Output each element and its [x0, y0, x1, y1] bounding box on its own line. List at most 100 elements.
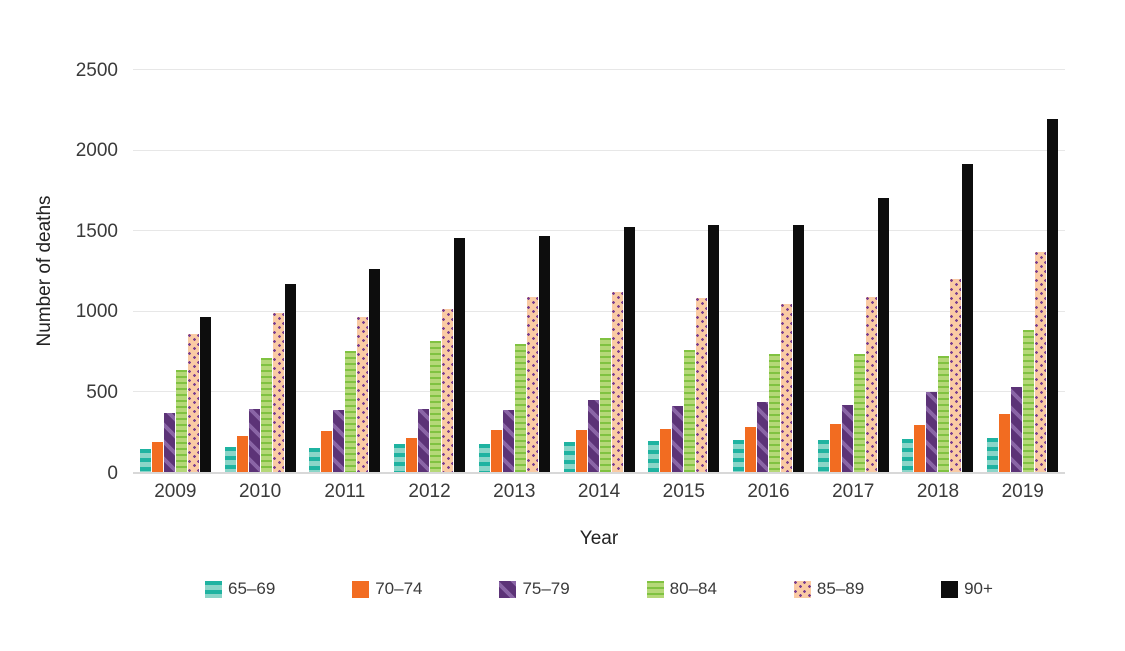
bar-80–84-2014 [599, 337, 611, 473]
bar-85–89-2018 [950, 278, 962, 473]
bar-65–69-2016 [733, 439, 744, 473]
legend-item-90+: 90+ [941, 579, 993, 599]
bar-85–89-2014 [611, 291, 623, 473]
bar-80–84-2010 [260, 357, 272, 473]
bar-65–69-2018 [902, 439, 914, 473]
year-group-2010 [218, 70, 303, 473]
bar-85–89-2011 [357, 316, 369, 473]
bar-80–84-2011 [345, 350, 357, 473]
bar-75–79-2014 [587, 400, 599, 473]
bar-85–89-2009 [187, 334, 199, 473]
bar-75–79-2010 [248, 408, 260, 473]
bar-90+-2016 [793, 224, 804, 473]
bar-80–84-2016 [769, 353, 780, 473]
bar-80–84-2018 [938, 356, 950, 473]
x-tick-label-2011: 2011 [324, 481, 366, 502]
year-group-2009 [133, 70, 218, 473]
bar-65–69-2010 [224, 447, 236, 473]
bar-90+-2011 [369, 269, 381, 473]
bar-90+-2018 [962, 163, 974, 473]
bar-80–84-2013 [514, 344, 526, 473]
year-group-2015 [641, 70, 726, 473]
bar-groups [133, 70, 1065, 473]
bar-70–74-2018 [914, 425, 926, 473]
bar-65–69-2015 [648, 440, 660, 473]
bar-90+-2009 [199, 317, 211, 473]
year-group-2018 [896, 70, 981, 473]
legend-item-70–74: 70–74 [352, 579, 423, 599]
y-tick-label-1000: 1000 [75, 301, 118, 323]
gridline-2000 [133, 149, 1065, 151]
legend-item-65–69: 65–69 [205, 579, 275, 599]
bar-85–89-2012 [442, 309, 454, 473]
y-tick-label-0: 0 [107, 462, 118, 484]
bar-80–84-2017 [853, 353, 865, 473]
legend-swatch-peach-purple-dots [793, 580, 811, 598]
x-tick-label-2014: 2014 [577, 481, 621, 502]
year-group-2012 [387, 70, 472, 473]
legend-swatch-purple-diagonal-stripes [499, 580, 517, 598]
bar-85–89-2016 [781, 303, 792, 473]
y-tick-label-1500: 1500 [75, 220, 118, 242]
bar-75–79-2018 [926, 392, 938, 473]
bar-70–74-2019 [999, 414, 1011, 473]
bar-70–74-2014 [575, 430, 587, 473]
legend-swatch-solid-black [941, 580, 959, 598]
x-axis-title: Year [579, 528, 619, 549]
x-tick-label-2015: 2015 [662, 481, 705, 502]
bar-70–74-2015 [660, 428, 672, 473]
bar-90+-2013 [538, 236, 550, 473]
x-tick-label-2019: 2019 [1001, 481, 1044, 502]
legend-item-75–79: 75–79 [499, 579, 570, 599]
bar-85–89-2017 [865, 296, 877, 473]
bar-75–79-2015 [672, 406, 684, 473]
bar-75–79-2016 [757, 402, 768, 473]
year-group-2017 [811, 70, 896, 473]
x-tick-label-2010: 2010 [238, 481, 282, 502]
gridline-2500 [133, 69, 1065, 70]
bar-65–69-2011 [309, 448, 321, 473]
bar-75–79-2017 [841, 404, 853, 473]
legend-item-80–84: 80–84 [646, 579, 717, 599]
gridline-1000 [133, 310, 1065, 312]
bar-70–74-2017 [829, 423, 841, 473]
year-group-2013 [472, 70, 557, 473]
y-axis-ticks: 0 500 1000 1500 2000 2500 [0, 0, 118, 651]
legend-label: 70–74 [375, 579, 423, 598]
legend-swatch-teal-horizontal-bands [205, 580, 222, 598]
x-axis-line [133, 472, 1065, 474]
x-tick-label-2017: 2017 [832, 481, 875, 502]
legend-label: 90+ [964, 579, 993, 598]
legend-swatch-green-horizontal-stripes [646, 580, 664, 598]
bar-80–84-2009 [175, 369, 187, 473]
bar-70–74-2012 [406, 438, 418, 473]
bar-70–74-2009 [151, 442, 163, 473]
bar-75–79-2019 [1011, 386, 1023, 473]
bar-70–74-2016 [745, 427, 756, 473]
bar-70–74-2011 [321, 431, 333, 473]
legend-label: 85–89 [816, 579, 865, 598]
y-tick-label-500: 500 [86, 381, 118, 403]
bar-70–74-2010 [236, 435, 248, 473]
bar-65–69-2013 [478, 443, 490, 473]
bar-90+-2015 [708, 224, 720, 473]
year-group-2014 [557, 70, 642, 473]
bar-65–69-2019 [987, 437, 999, 473]
y-tick-label-2500: 2500 [75, 59, 118, 81]
bar-65–69-2014 [563, 441, 575, 473]
bar-75–79-2009 [163, 412, 175, 473]
year-group-2011 [302, 70, 387, 473]
bar-70–74-2013 [490, 430, 502, 473]
legend-label: 80–84 [669, 579, 717, 598]
year-group-2016 [726, 70, 811, 473]
legend: 65–69 70–74 75–79 80–84 85–89 90+ [133, 579, 1065, 599]
x-tick-label-2013: 2013 [493, 481, 536, 502]
bar-80–84-2012 [430, 340, 442, 473]
bar-90+-2017 [877, 198, 889, 473]
y-tick-label-2000: 2000 [75, 140, 118, 162]
legend-label: 65–69 [228, 579, 276, 598]
legend-label: 75–79 [522, 579, 570, 598]
bar-65–69-2009 [139, 448, 151, 473]
bar-85–89-2015 [696, 298, 708, 473]
bar-90+-2012 [454, 238, 466, 473]
